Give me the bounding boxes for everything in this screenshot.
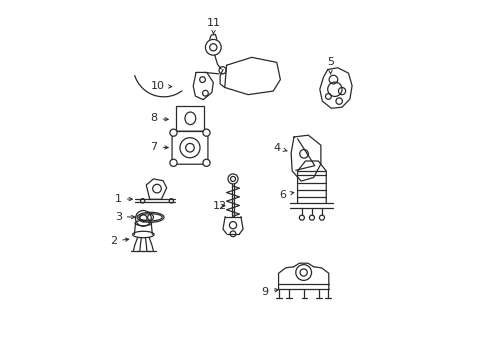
Text: 6: 6 xyxy=(279,190,293,200)
Circle shape xyxy=(203,129,210,136)
Text: 2: 2 xyxy=(110,236,128,246)
Text: 9: 9 xyxy=(261,287,278,297)
Text: 5: 5 xyxy=(326,57,333,74)
Circle shape xyxy=(203,159,210,166)
Text: 12: 12 xyxy=(212,201,226,211)
Text: 1: 1 xyxy=(115,194,132,204)
Text: 7: 7 xyxy=(150,142,168,152)
Circle shape xyxy=(169,129,177,136)
Bar xyxy=(176,106,204,131)
Text: 4: 4 xyxy=(273,143,286,153)
Text: 10: 10 xyxy=(150,81,171,91)
Text: 11: 11 xyxy=(206,18,221,34)
Text: 3: 3 xyxy=(115,212,135,221)
Text: 8: 8 xyxy=(150,113,168,123)
Circle shape xyxy=(169,159,177,166)
